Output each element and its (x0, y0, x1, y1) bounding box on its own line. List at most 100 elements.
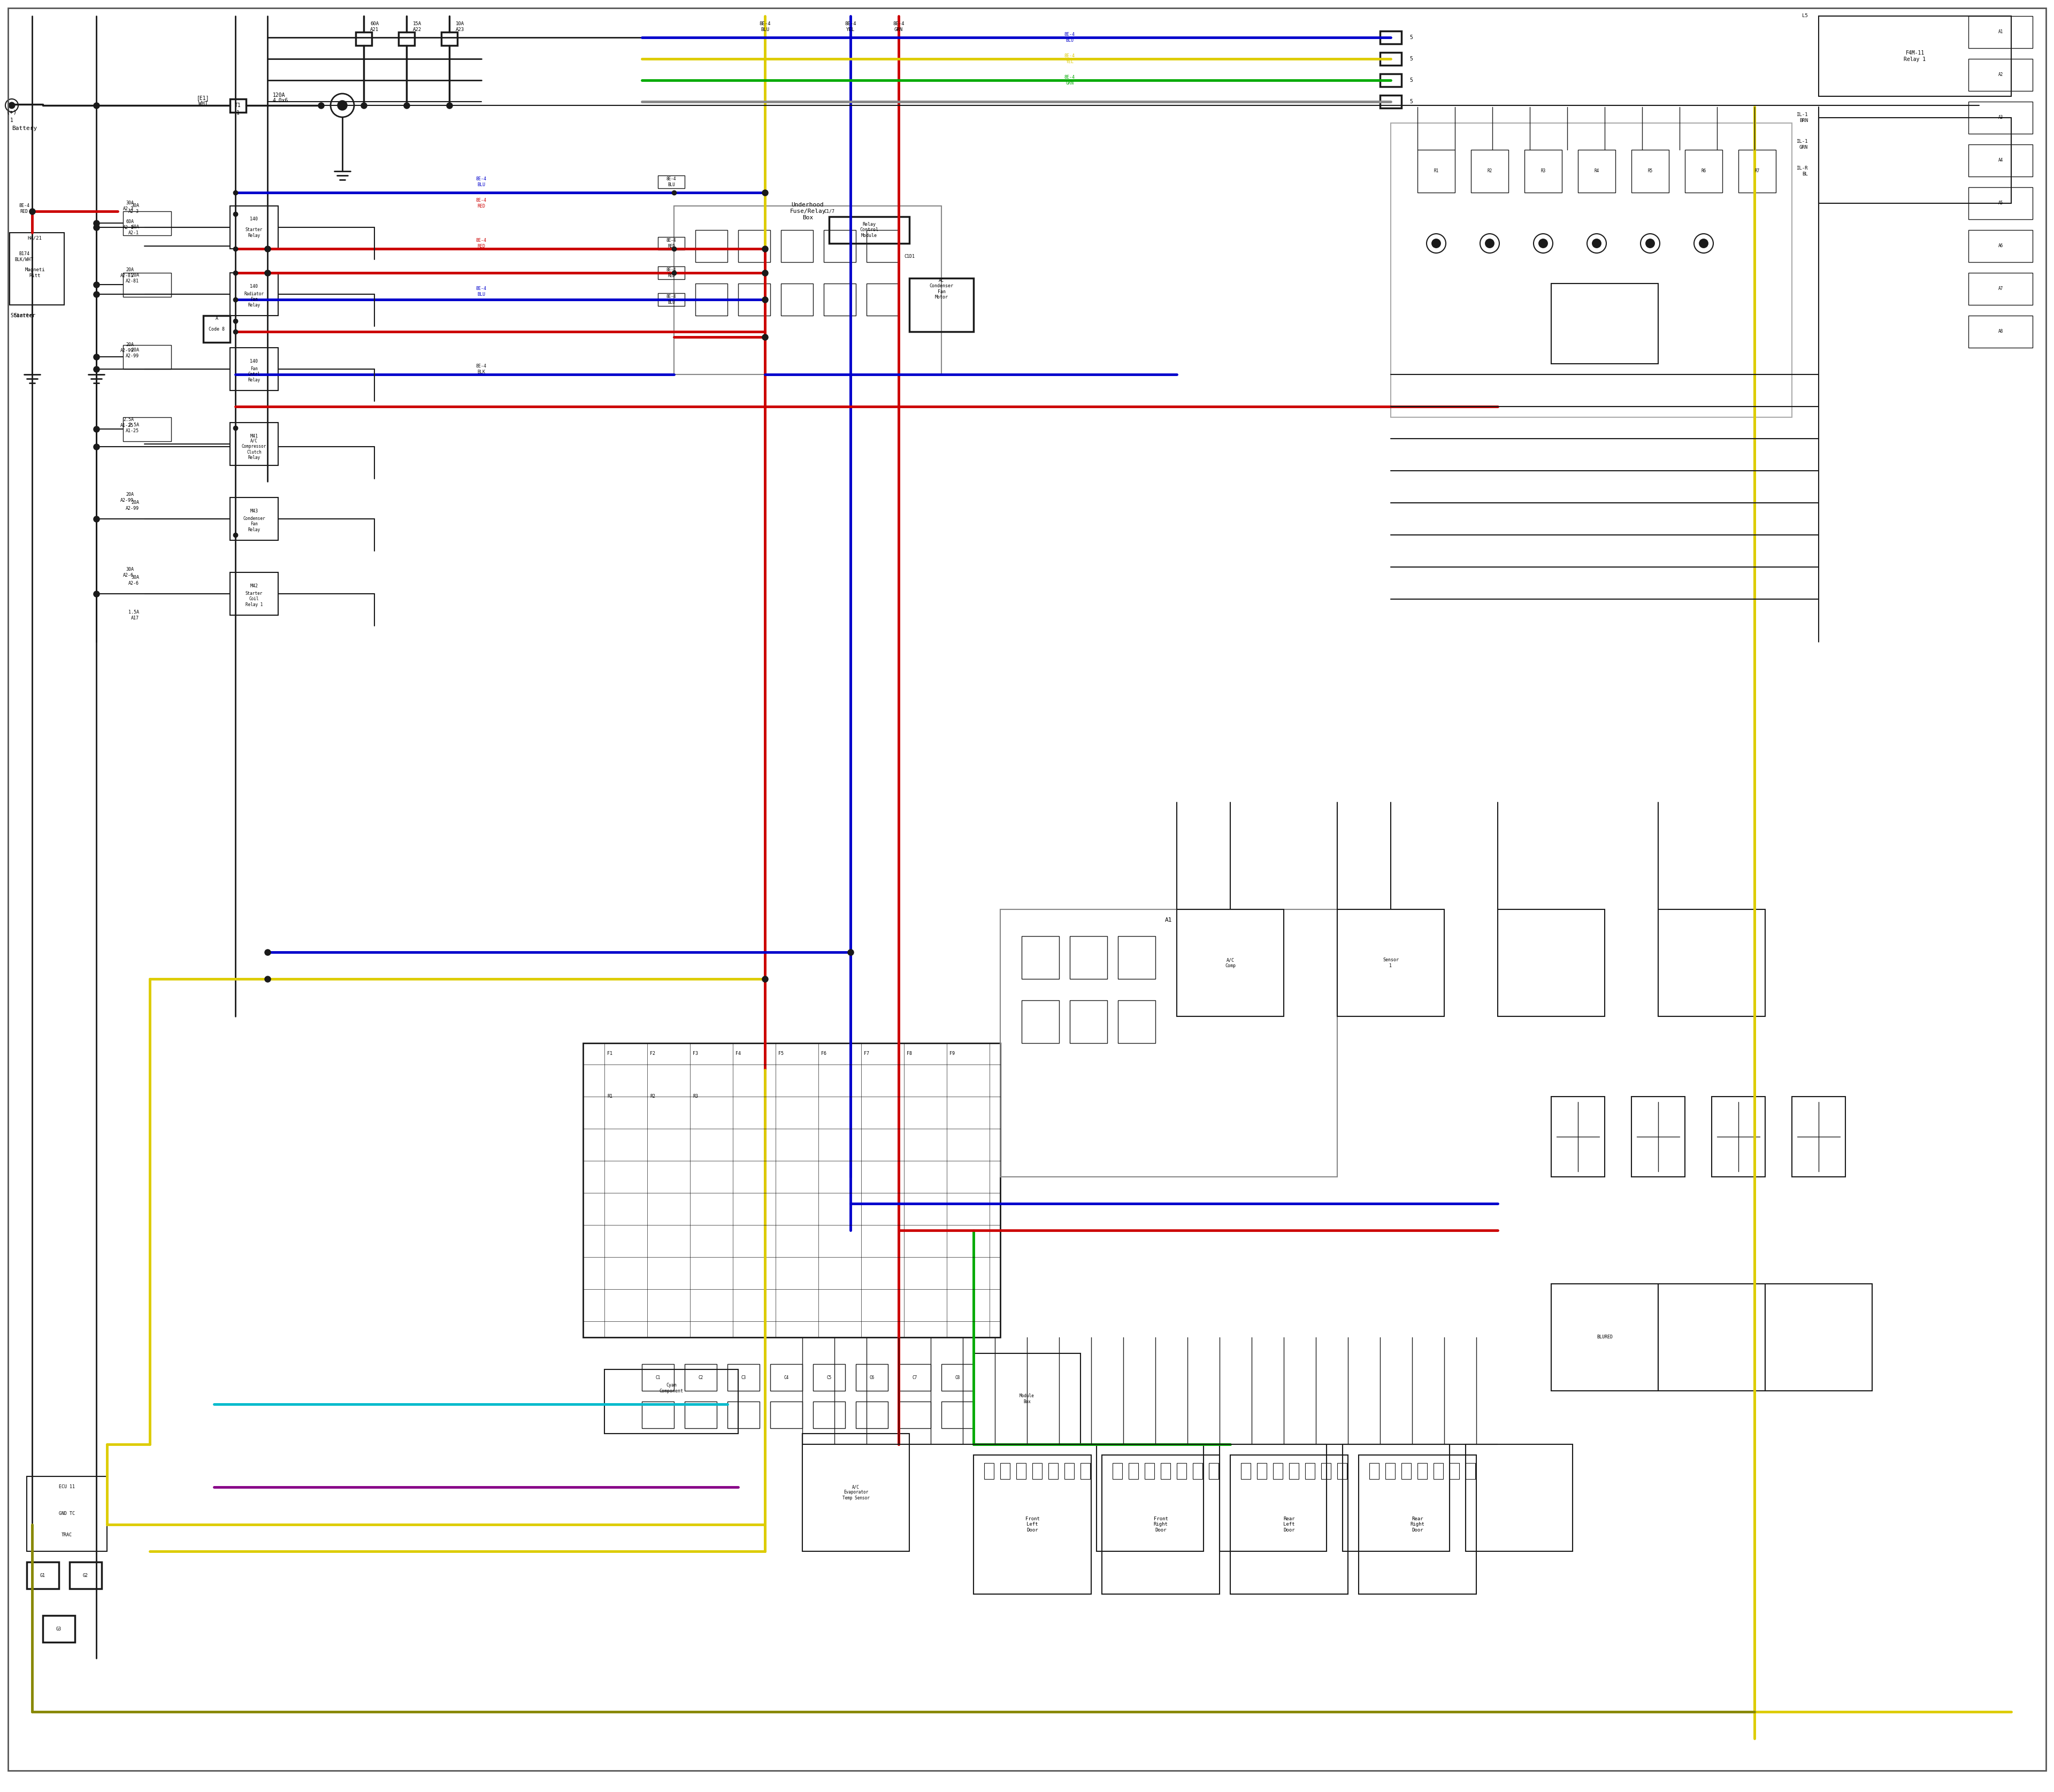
Text: 120A: 120A (273, 93, 286, 99)
Text: A1: A1 (1999, 30, 2003, 34)
Text: 5: 5 (1409, 99, 1413, 104)
Bar (1343, 1444, 1450, 1552)
Bar (830, 217, 910, 244)
Bar (123, 211, 170, 235)
Bar (1048, 1462, 1058, 1478)
Bar (1684, 151, 1723, 192)
Text: 8E-4
BLU: 8E-4 BLU (477, 177, 487, 186)
Bar (1241, 1462, 1251, 1478)
Bar (1968, 186, 2033, 219)
Text: A/C
Compressor
Clutch
Relay: A/C Compressor Clutch Relay (242, 439, 267, 461)
Bar (824, 283, 857, 315)
Bar (867, 283, 900, 315)
Text: F4: F4 (735, 1052, 741, 1055)
Text: 20A
A2-99: 20A A2-99 (125, 500, 140, 511)
Bar (1144, 1462, 1154, 1478)
Bar (123, 272, 170, 297)
Bar (230, 572, 277, 615)
Bar (10, 233, 64, 305)
Bar (1551, 283, 1658, 364)
Text: F9: F9 (949, 1052, 955, 1055)
Text: R1: R1 (608, 1095, 612, 1098)
Text: Rear
Left
Door: Rear Left Door (1284, 1516, 1294, 1532)
Bar (813, 1364, 844, 1391)
Bar (70, 1563, 101, 1590)
Bar (1968, 229, 2033, 262)
Bar (1380, 95, 1401, 108)
Bar (1401, 1462, 1411, 1478)
Text: 20A
A2-99: 20A A2-99 (125, 348, 140, 358)
Bar (1070, 1000, 1107, 1043)
Text: 8E-4
BLU: 8E-4 BLU (665, 177, 676, 186)
Bar (1384, 1462, 1395, 1478)
Bar (770, 1364, 803, 1391)
Bar (1417, 1462, 1428, 1478)
Bar (1497, 909, 1604, 1016)
Text: 140: 140 (251, 217, 259, 222)
Bar (1017, 1462, 1025, 1478)
Text: C2: C2 (698, 1374, 702, 1380)
Bar (727, 1364, 760, 1391)
Bar (696, 229, 727, 262)
Bar (657, 294, 684, 306)
Text: A3: A3 (1999, 115, 2003, 120)
Text: 20A
A2-99: 20A A2-99 (121, 342, 134, 353)
Text: F2: F2 (649, 1052, 655, 1055)
Bar (1968, 315, 2033, 348)
Bar (1631, 151, 1668, 192)
Circle shape (1428, 233, 1446, 253)
Text: 1: 1 (10, 118, 12, 124)
Text: C1: C1 (655, 1374, 661, 1380)
Bar (1791, 1097, 1844, 1177)
Bar (1968, 145, 2033, 177)
Bar (641, 1364, 674, 1391)
Text: Condenser
Fan
Relay: Condenser Fan Relay (242, 516, 265, 532)
Text: Starter
Coil
Relay 1: Starter Coil Relay 1 (244, 591, 263, 607)
Text: BLURED: BLURED (1596, 1335, 1612, 1340)
Text: Radiator
Fan
Relay: Radiator Fan Relay (244, 292, 265, 308)
Text: R5: R5 (1647, 168, 1653, 174)
Circle shape (1481, 233, 1499, 253)
Text: 10A
A23: 10A A23 (456, 22, 464, 32)
Text: GND TC: GND TC (60, 1511, 74, 1516)
Bar (1097, 1444, 1204, 1552)
Bar (684, 1401, 717, 1428)
Text: F7: F7 (865, 1052, 869, 1055)
Bar (813, 1401, 844, 1428)
Circle shape (1647, 240, 1653, 247)
Bar (1738, 151, 1777, 192)
Bar (1551, 1097, 1604, 1177)
Bar (900, 1401, 930, 1428)
Bar (1380, 30, 1401, 43)
Text: Relay
Control
Module: Relay Control Module (861, 222, 879, 238)
Text: [E1]: [E1] (197, 95, 210, 100)
Bar (1358, 1455, 1477, 1595)
Text: F6: F6 (822, 1052, 826, 1055)
Text: M41: M41 (251, 434, 259, 439)
Bar (1321, 1462, 1331, 1478)
Text: 8E-4
RED: 8E-4 RED (477, 238, 487, 249)
Bar (1337, 1462, 1347, 1478)
Bar (1711, 1097, 1764, 1177)
Bar (941, 1364, 974, 1391)
Bar (867, 229, 900, 262)
Bar (1021, 935, 1060, 978)
Bar (1524, 151, 1561, 192)
Bar (974, 1353, 1080, 1444)
Bar (1370, 1462, 1378, 1478)
Text: C4: C4 (785, 1374, 789, 1380)
Text: C6: C6 (869, 1374, 875, 1380)
Text: Rear
Right
Door: Rear Right Door (1411, 1516, 1425, 1532)
Text: A7: A7 (1999, 287, 2003, 292)
Text: 5: 5 (1409, 34, 1413, 39)
Bar (657, 176, 684, 188)
Circle shape (1695, 233, 1713, 253)
Text: 8E-4
GRN: 8E-4 GRN (1064, 75, 1074, 86)
Circle shape (1432, 240, 1440, 247)
Bar (1764, 1283, 1871, 1391)
Text: 15A
A22: 15A A22 (413, 22, 421, 32)
Bar (684, 1364, 717, 1391)
Text: 140: 140 (251, 283, 259, 289)
Text: R2: R2 (1487, 168, 1491, 174)
Text: Magneti
Ritt: Magneti Ritt (25, 267, 45, 278)
